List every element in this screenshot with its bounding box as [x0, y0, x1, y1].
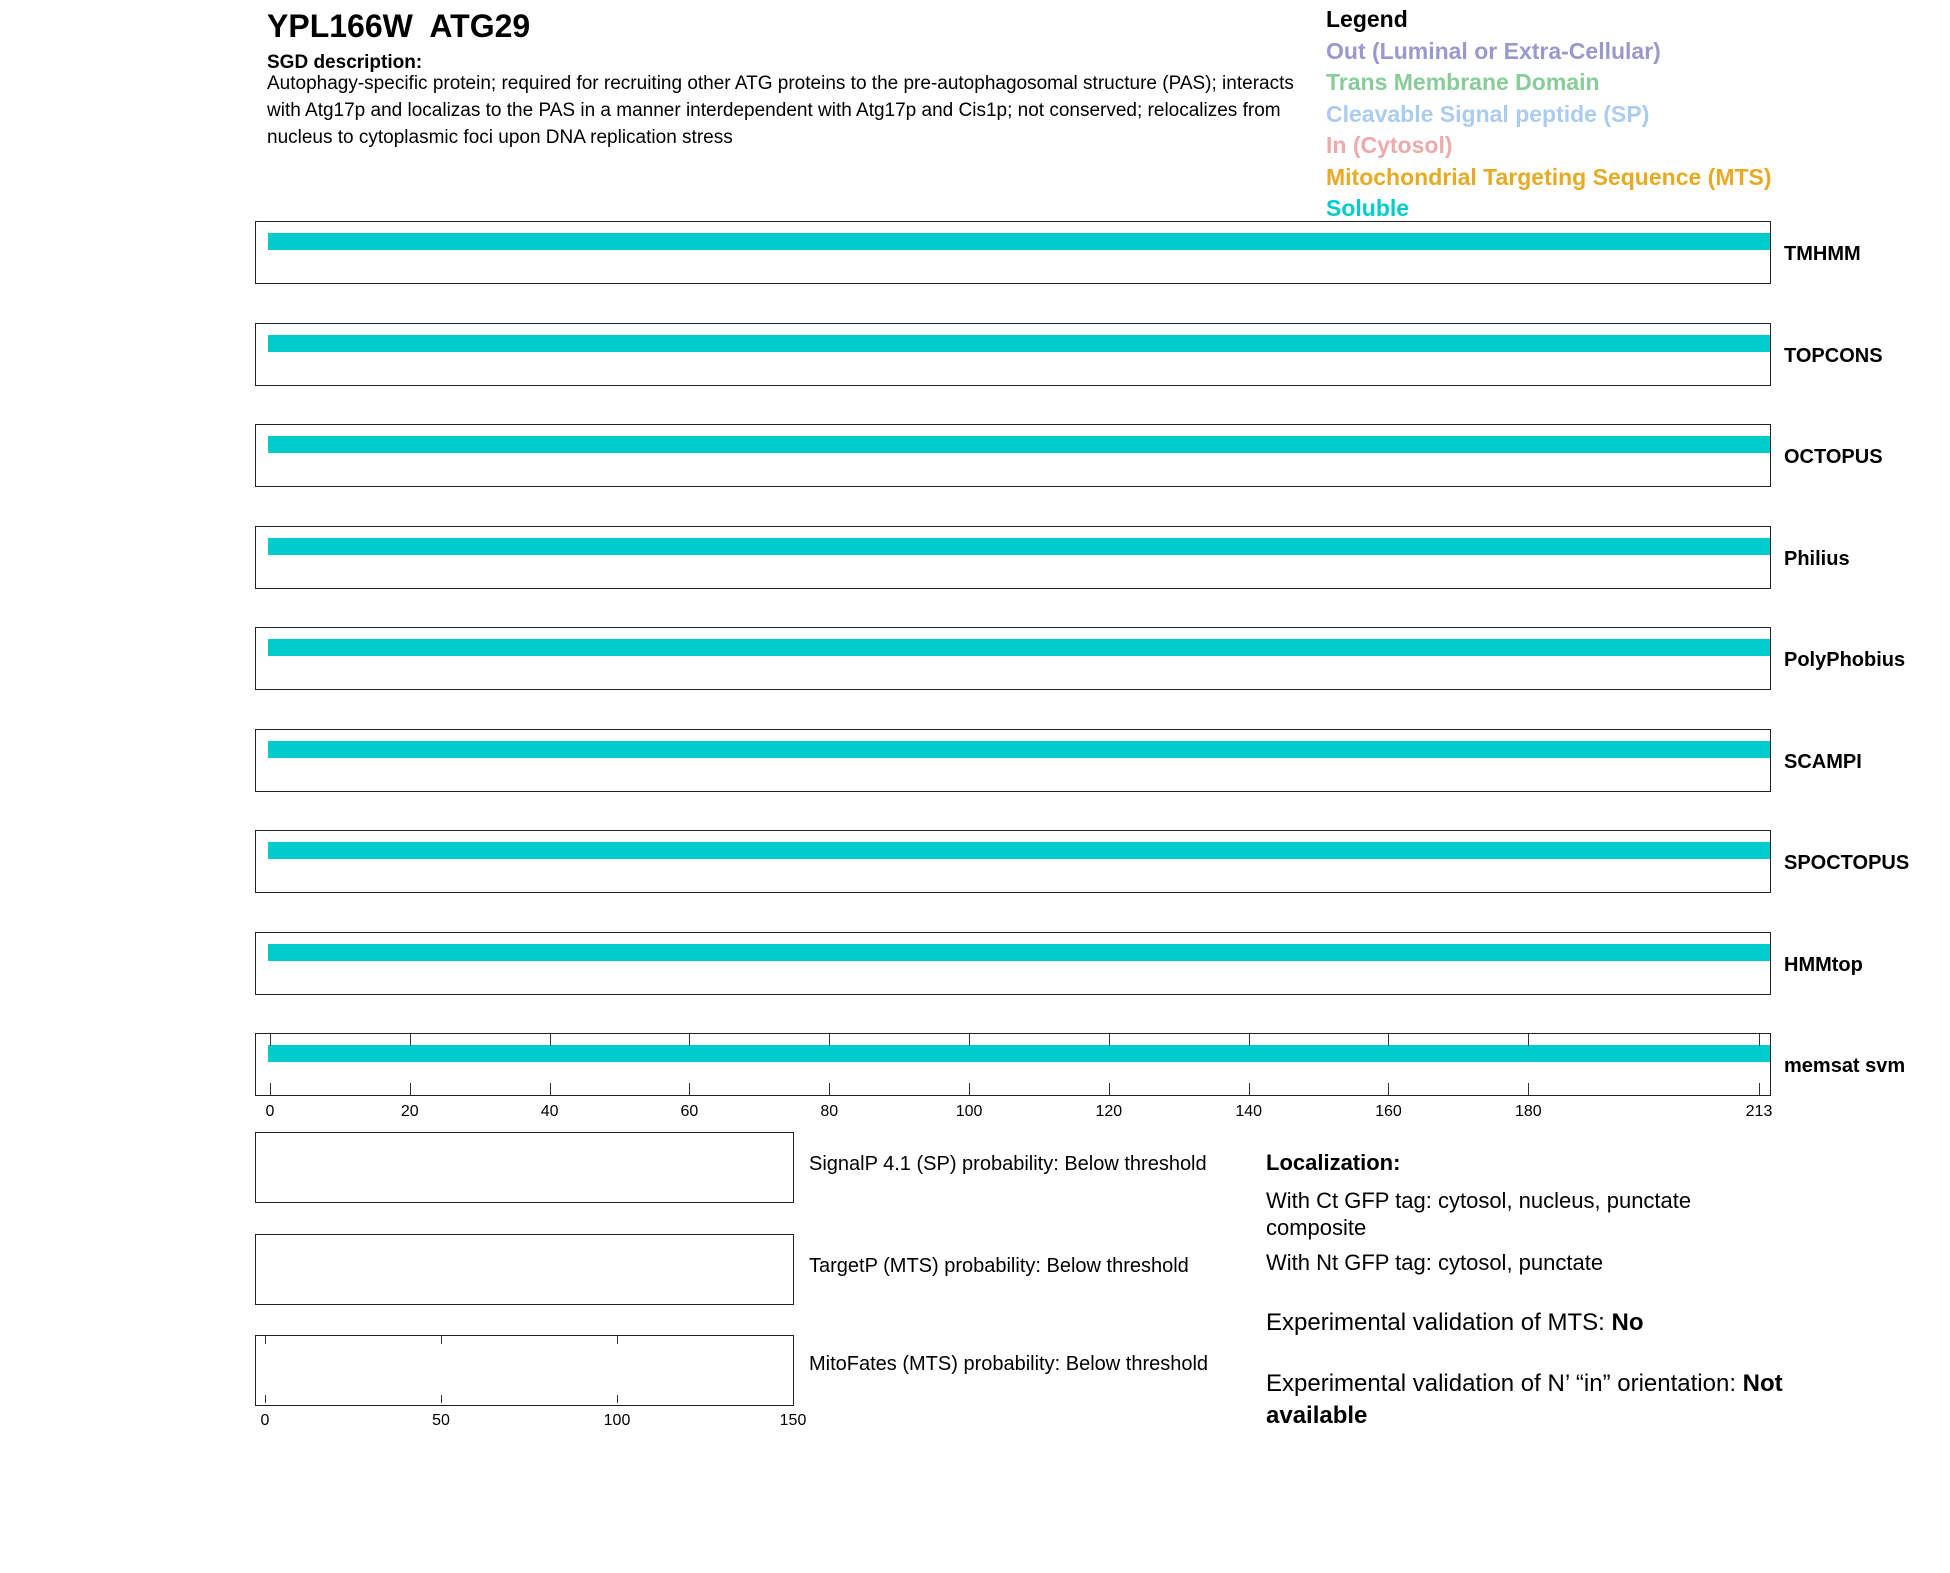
axis-tick-label: 160 — [1375, 1103, 1402, 1120]
axis-tick-label: 150 — [779, 1412, 807, 1429]
axis-tick — [1108, 1034, 1110, 1046]
probability-panel — [255, 1335, 794, 1406]
axis-tick — [549, 1034, 551, 1046]
axis-tick — [1108, 1083, 1110, 1095]
probability-text: TargetP (MTS) probability: Below thresho… — [809, 1255, 1189, 1277]
axis-tick-label: 100 — [955, 1103, 983, 1120]
axis-tick — [1388, 1034, 1390, 1046]
axis-tick — [270, 1083, 271, 1095]
axis-tick — [549, 1083, 551, 1095]
track-label: SPOCTOPUS — [1784, 852, 1910, 874]
axis-tick — [1759, 1034, 1760, 1046]
segment-bar — [268, 943, 1770, 961]
segment-bar — [268, 740, 1770, 758]
axis-tick — [829, 1034, 831, 1046]
axis-tick — [409, 1083, 411, 1095]
axis-tick-label: 100 — [603, 1412, 631, 1429]
track-philius — [255, 525, 1771, 589]
axis-tick — [969, 1034, 971, 1046]
probability-text: MitoFates (MTS) probability: Below thres… — [809, 1353, 1209, 1375]
axis-tick — [441, 1336, 442, 1344]
axis-tick — [689, 1083, 691, 1095]
segment-bar — [268, 537, 1770, 555]
axis-tick — [1248, 1083, 1250, 1095]
segment-bar — [268, 436, 1770, 453]
axis-tick — [689, 1034, 691, 1046]
axis-tick-label: 0 — [265, 1103, 275, 1120]
track-topcons — [255, 322, 1771, 386]
axis-tick-label: 40 — [540, 1103, 559, 1120]
axis-tick-label: 0 — [260, 1412, 270, 1429]
axis-tick — [617, 1336, 618, 1344]
localization-ct: With Ct GFP tag: cytosol, nucleus, punct… — [1266, 1188, 1692, 1240]
legend-item: Cleavable Signal peptide (SP) — [1326, 100, 1650, 127]
axis-tick — [1528, 1034, 1530, 1046]
track-label: memsat svm — [1784, 1055, 1906, 1077]
axis-tick-label: 213 — [1745, 1103, 1773, 1120]
track-label: TMHMM — [1784, 243, 1861, 265]
legend: Legend Out (Luminal or Extra-Cellular) Tr… — [1326, 4, 1772, 225]
segment-bar — [268, 639, 1770, 656]
track-tmhmm — [255, 221, 1771, 284]
axis-tick — [441, 1395, 442, 1403]
description-label: SGD description: — [267, 52, 423, 73]
probability-text: SignalP 4.1 (SP) probability: Below thre… — [809, 1153, 1207, 1175]
legend-item: Mitochondrial Targeting Sequence (MTS) — [1326, 163, 1772, 190]
legend-item: Out (Luminal or Extra-Cellular) — [1326, 37, 1661, 64]
axis-tick-label: 120 — [1095, 1103, 1123, 1120]
probability-panel — [255, 1234, 794, 1305]
localization-nt: With Nt GFP tag: cytosol, punctate — [1266, 1250, 1604, 1275]
track-label: OCTOPUS — [1784, 446, 1883, 468]
axis-tick — [409, 1034, 411, 1046]
mts-validation-label: Experimental validation of MTS: — [1266, 1309, 1612, 1336]
axis-tick-label: 180 — [1514, 1103, 1542, 1120]
axis-tick-label: 50 — [432, 1412, 450, 1429]
axis-tick-label: 80 — [820, 1103, 839, 1120]
mts-validation: Experimental validation of MTS: No — [1266, 1309, 1643, 1337]
track-label: SCAMPI — [1784, 750, 1862, 773]
track-memsat-svm — [255, 1033, 1771, 1096]
track-spoctopus — [255, 830, 1771, 893]
axis-tick — [1248, 1034, 1250, 1046]
segment-bar — [268, 334, 1770, 352]
mts-validation-value: No — [1611, 1309, 1644, 1336]
axis-tick — [829, 1083, 831, 1095]
localization-title: Localization: — [1266, 1150, 1401, 1175]
axis-tick — [617, 1395, 618, 1403]
axis-tick — [270, 1034, 271, 1046]
axis-tick — [1759, 1083, 1760, 1095]
track-label: Philius — [1784, 547, 1850, 570]
segment-bar — [268, 842, 1770, 859]
segment-bar — [268, 233, 1770, 250]
nin-validation-value: Not available — [1266, 1370, 1783, 1429]
axis-tick — [1528, 1083, 1530, 1095]
legend-item: In (Cytosol) — [1326, 132, 1453, 158]
axis-tick — [265, 1336, 266, 1344]
axis-tick — [969, 1083, 971, 1095]
axis-tick — [1388, 1083, 1390, 1095]
axis-tick-label: 140 — [1235, 1103, 1263, 1120]
track-polyphobius — [255, 627, 1771, 690]
track-label: TOPCONS — [1784, 344, 1883, 367]
segment-bar — [268, 1045, 1770, 1062]
track-label: PolyPhobius — [1784, 649, 1906, 671]
track-hmmtop — [255, 931, 1771, 995]
nin-validation: Experimental validation of N’ “in” orien… — [1266, 1368, 1846, 1432]
page-title: YPL166W ATG29 — [267, 8, 531, 44]
track-scampi — [255, 728, 1771, 792]
axis-tick-label: 60 — [680, 1103, 699, 1120]
legend-item: Soluble — [1326, 195, 1410, 221]
axis-tick-label: 20 — [400, 1103, 419, 1120]
probability-panel — [255, 1132, 794, 1203]
legend-item: Trans Membrane Domain — [1326, 69, 1600, 95]
track-octopus — [255, 424, 1771, 487]
description-text: Autophagy-specific protein; required for… — [267, 73, 1294, 148]
nin-validation-label: Experimental validation of N’ “in” orien… — [1266, 1370, 1743, 1397]
track-label: HMMtop — [1784, 953, 1863, 976]
axis-tick — [265, 1395, 266, 1403]
legend-title: Legend — [1326, 6, 1408, 32]
